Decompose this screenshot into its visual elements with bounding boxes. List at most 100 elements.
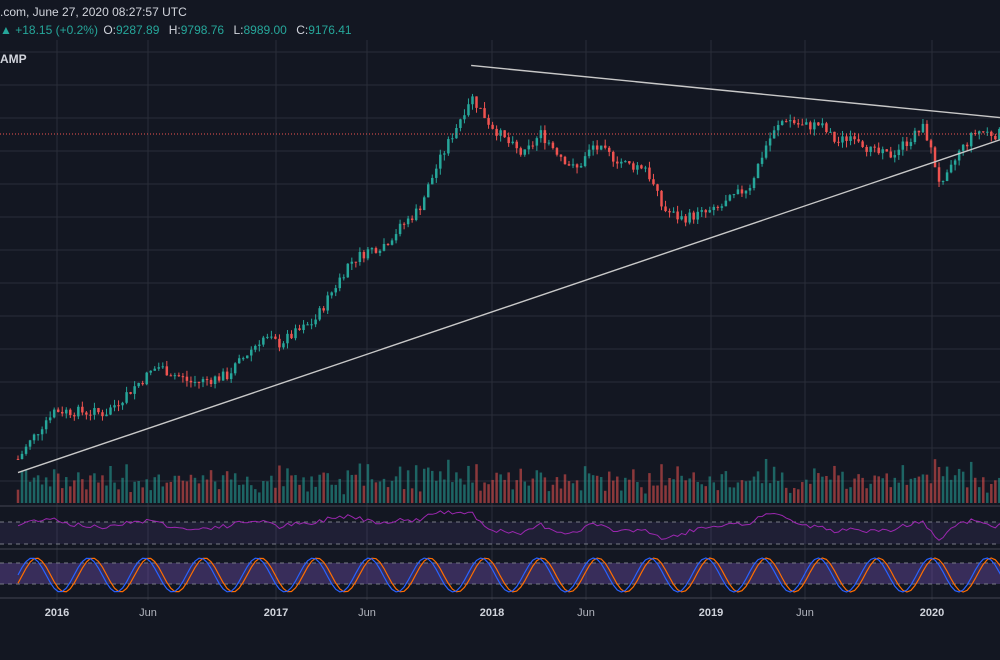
candle-body xyxy=(990,131,993,136)
candle-body xyxy=(169,375,173,377)
candle-body xyxy=(471,96,474,105)
volume-bar xyxy=(455,472,458,503)
volume-bar xyxy=(829,479,832,503)
candle-body xyxy=(193,381,197,383)
candle-body xyxy=(547,142,551,144)
candle-body xyxy=(986,131,989,133)
volume-bar xyxy=(322,472,325,503)
volume-bar xyxy=(599,477,603,503)
volume-bar xyxy=(616,476,619,503)
volume-bar xyxy=(990,483,993,503)
volume-bar xyxy=(298,484,301,503)
volume-bar xyxy=(660,464,663,503)
candle-body xyxy=(616,161,619,164)
candle-body xyxy=(221,371,225,381)
candle-body xyxy=(776,125,780,131)
candle-body xyxy=(515,141,518,149)
candle-body xyxy=(636,165,639,170)
candle-body xyxy=(495,128,498,136)
candle-body xyxy=(97,408,100,413)
candle-body xyxy=(330,292,333,296)
candle-body xyxy=(129,392,132,394)
volume-bar xyxy=(459,478,462,503)
candle-body xyxy=(426,184,430,198)
candle-body xyxy=(334,288,337,293)
volume-bar xyxy=(390,480,394,503)
candle-body xyxy=(865,146,868,152)
volume-bar xyxy=(274,487,277,503)
volume-bar xyxy=(668,478,671,503)
volume-bar xyxy=(744,481,748,503)
volume-bar xyxy=(503,479,506,503)
volume-bar xyxy=(825,475,828,503)
volume-bar xyxy=(648,473,651,503)
candle-body xyxy=(435,168,438,178)
candle-body xyxy=(628,161,631,164)
candle-body xyxy=(189,380,193,383)
candle-body xyxy=(877,147,880,154)
volume-bar xyxy=(748,480,752,503)
volume-bar xyxy=(370,479,374,503)
candle-body xyxy=(913,130,917,143)
volume-bar xyxy=(290,475,293,503)
volume-bar xyxy=(925,474,929,503)
candle-body xyxy=(732,194,736,196)
volume-bar xyxy=(768,483,772,503)
candle-body xyxy=(141,383,144,385)
candle-body xyxy=(788,120,792,122)
volume-bar xyxy=(382,478,386,503)
candle-body xyxy=(925,123,929,141)
candle-body xyxy=(447,139,450,154)
volume-bar xyxy=(495,472,498,503)
volume-bar xyxy=(386,487,390,503)
candle-body xyxy=(402,223,406,225)
volume-bar xyxy=(780,472,784,503)
rsi-pane xyxy=(0,510,1000,545)
change-arrow-icon: ▲ xyxy=(0,23,12,37)
candle-body xyxy=(177,375,181,377)
candle-body xyxy=(591,145,595,150)
candle-body xyxy=(748,188,752,191)
volume-bar xyxy=(857,474,860,503)
candle-body xyxy=(531,145,535,147)
volume-bar xyxy=(60,488,64,503)
candle-body xyxy=(394,234,398,241)
x-tick-label: 2019 xyxy=(699,607,723,619)
candle-body xyxy=(567,164,571,166)
candle-body xyxy=(85,412,88,415)
candle-body xyxy=(157,367,161,369)
volume-bar xyxy=(933,459,937,503)
volume-bar xyxy=(270,475,273,503)
volume-bar xyxy=(720,474,724,503)
volume-bar xyxy=(378,481,382,503)
candle-body xyxy=(36,434,40,436)
candle-body xyxy=(306,324,309,326)
volume-bar xyxy=(688,478,691,503)
volume-bar xyxy=(169,481,173,503)
candle-body xyxy=(254,345,257,350)
volume-bar xyxy=(563,474,567,503)
volume-bar xyxy=(354,474,358,503)
volume-bar xyxy=(945,466,949,503)
volume-bar xyxy=(845,488,848,503)
volume-bar xyxy=(278,465,281,503)
candle-body xyxy=(475,96,478,108)
candle-body xyxy=(708,210,712,213)
candle-body xyxy=(44,420,48,430)
candle-body xyxy=(792,120,796,124)
candle-body xyxy=(957,150,961,161)
volume-bar xyxy=(294,475,297,503)
candle-body xyxy=(740,189,744,194)
candle-body xyxy=(688,212,691,223)
volume-bar xyxy=(909,478,913,503)
volume-bar xyxy=(973,477,977,503)
volume-bar xyxy=(941,476,945,503)
candle-body xyxy=(278,338,281,348)
volume-bar xyxy=(523,481,527,503)
candle-body xyxy=(579,166,583,168)
volume-bar xyxy=(937,467,941,503)
volume-bar xyxy=(491,479,494,503)
volume-bar xyxy=(193,477,197,503)
volume-bar xyxy=(620,490,623,503)
